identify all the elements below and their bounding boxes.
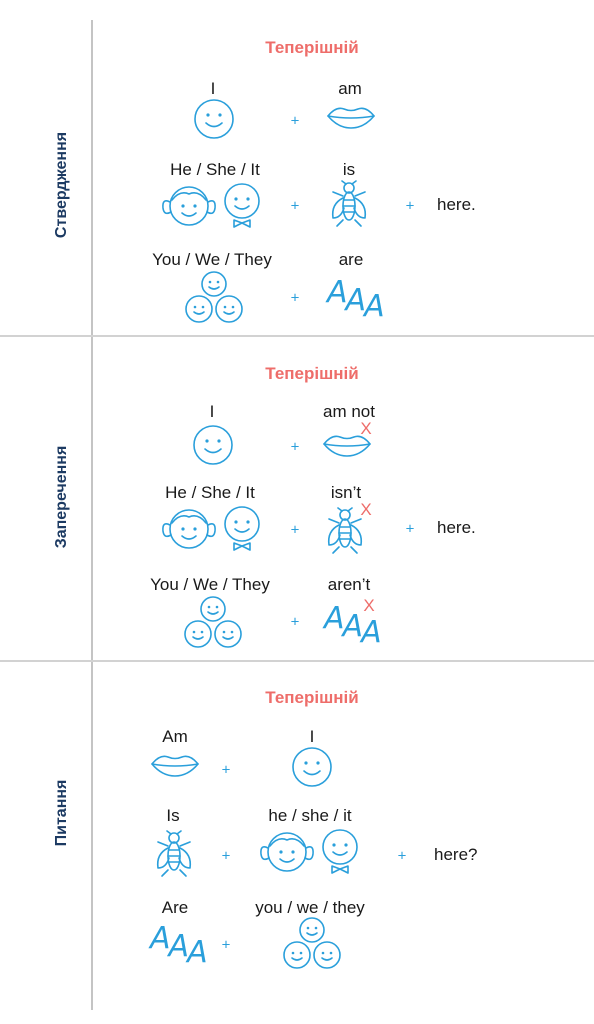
subject-label: You / We / They bbox=[150, 575, 270, 594]
verb-label: Is bbox=[166, 806, 180, 825]
lips-icon bbox=[151, 755, 199, 777]
subject-label: you / we / they bbox=[255, 898, 365, 917]
bee-icon bbox=[156, 830, 192, 877]
lips-icon bbox=[327, 107, 375, 129]
section-heading: Теперішній bbox=[265, 688, 359, 707]
lips-icon bbox=[323, 435, 371, 457]
plus-sign: + bbox=[290, 438, 300, 456]
tail-text: here? bbox=[434, 845, 478, 864]
verb-label: am not bbox=[323, 402, 375, 421]
verb-label: am bbox=[338, 79, 362, 98]
plus-sign: + bbox=[397, 847, 407, 865]
plus-sign: + bbox=[290, 521, 300, 539]
plus-sign: + bbox=[405, 520, 415, 538]
plus-sign: + bbox=[290, 289, 300, 307]
cross-icon: X bbox=[363, 596, 375, 615]
vertical-divider bbox=[91, 20, 93, 1010]
verb-label: is bbox=[342, 160, 356, 179]
aaa-icon: AAA bbox=[327, 275, 385, 324]
tail-text: here. bbox=[437, 518, 476, 537]
side-label-affirmative: Ствердження bbox=[53, 131, 70, 239]
tail-text: here. bbox=[437, 195, 476, 214]
subject-label: I bbox=[309, 727, 315, 746]
section-divider-1 bbox=[0, 335, 594, 337]
cross-icon: X bbox=[360, 500, 372, 519]
smiley-icon bbox=[193, 425, 233, 465]
subject-label: I bbox=[209, 402, 215, 421]
section-heading: Теперішній bbox=[265, 38, 359, 57]
plus-sign: + bbox=[221, 847, 231, 865]
verb-label: Are bbox=[161, 898, 189, 917]
subject-label: He / She / It bbox=[165, 483, 255, 502]
verb-label: are bbox=[338, 250, 364, 269]
bee-icon bbox=[327, 507, 363, 554]
subject-label: He / She / It bbox=[170, 160, 260, 179]
plus-sign: + bbox=[405, 197, 415, 215]
plus-sign: + bbox=[221, 761, 231, 779]
plus-sign: + bbox=[290, 112, 300, 130]
side-label-negative: Заперечення bbox=[53, 445, 70, 549]
group-icon bbox=[283, 917, 341, 969]
cross-icon: X bbox=[360, 419, 372, 438]
boy-icon bbox=[322, 829, 358, 874]
group-icon bbox=[184, 596, 242, 648]
girl-icon bbox=[162, 186, 216, 226]
girl-icon bbox=[162, 509, 216, 549]
bee-icon bbox=[331, 180, 367, 227]
plus-sign: + bbox=[221, 936, 231, 954]
subject-label: I bbox=[210, 79, 216, 98]
smiley-icon bbox=[292, 747, 332, 787]
girl-icon bbox=[260, 832, 314, 872]
section-heading: Теперішній bbox=[265, 364, 359, 383]
boy-icon bbox=[224, 506, 260, 551]
aaa-icon: AAA bbox=[324, 601, 382, 650]
verb-label: isn’t bbox=[330, 483, 362, 502]
smiley-icon bbox=[194, 99, 234, 139]
verb-label: Am bbox=[162, 727, 188, 746]
subject-label: You / We / They bbox=[152, 250, 272, 269]
plus-sign: + bbox=[290, 613, 300, 631]
plus-sign: + bbox=[290, 197, 300, 215]
side-label-question: Питання bbox=[53, 779, 70, 847]
subject-label: he / she / it bbox=[268, 806, 352, 825]
aaa-icon: AAA bbox=[150, 921, 208, 970]
boy-icon bbox=[224, 183, 260, 228]
section-divider-2 bbox=[0, 660, 594, 662]
group-icon bbox=[185, 271, 243, 323]
verb-label: aren’t bbox=[327, 575, 371, 594]
